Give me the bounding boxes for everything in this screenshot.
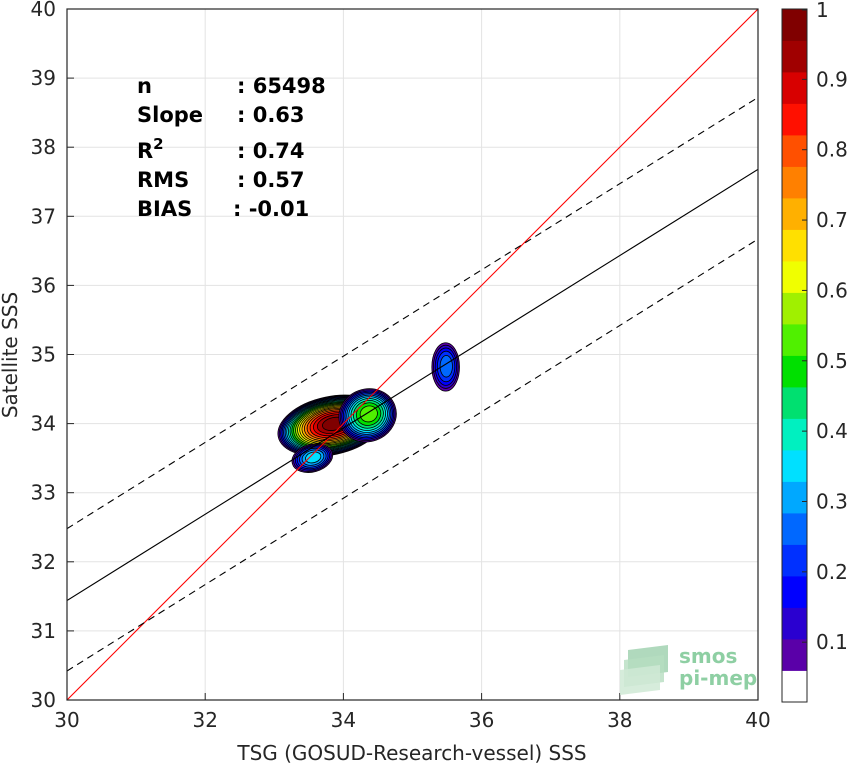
colorbar-tick-label: 0.2: [816, 560, 848, 584]
stat-value: : 0.57: [237, 168, 305, 192]
colorbar-segment: [782, 418, 807, 451]
stat-value: : -0.01: [233, 197, 309, 221]
y-tick-label: 38: [31, 135, 56, 159]
y-tick-label: 37: [31, 204, 56, 228]
colorbar-tick-label: 0.1: [816, 630, 848, 654]
stat-label: BIAS: [137, 197, 192, 221]
colorbar-tick-label: 0.5: [816, 349, 848, 373]
x-tick-label: 38: [607, 708, 632, 732]
colorbar-segment: [782, 607, 807, 640]
colorbar-tick-label: 0.9: [816, 67, 848, 91]
x-tick-label: 30: [54, 708, 79, 732]
regression-minus-offset-line: [67, 238, 758, 672]
y-tick-label: 31: [31, 619, 56, 643]
colorbar: 0.1 0.2 0.3 0.4 0.5 0.6 0.7 0.8 0.9 1: [781, 0, 848, 703]
y-tick-label: 34: [31, 412, 56, 436]
y-axis-label: Satellite SSS: [0, 292, 22, 418]
colorbar-segment: [782, 576, 807, 608]
colorbar-segment: [782, 513, 807, 545]
stat-label: n: [137, 74, 152, 98]
colorbar-frame: [781, 8, 808, 703]
stat-value: : 0.74: [237, 139, 305, 163]
colorbar-segment: [782, 544, 807, 577]
x-tick-labels: 30 32 34 36 38 40: [54, 708, 770, 732]
colorbar-segment: [782, 670, 807, 703]
regression-line: [67, 168, 758, 601]
colorbar-segment: [782, 292, 807, 325]
density-blob: [338, 388, 397, 443]
colorbar-segment: [782, 198, 807, 230]
logo-line2: pi-mep: [679, 666, 757, 690]
colorbar-segment: [782, 72, 807, 104]
x-axis-label: TSG (GOSUD-Research-vessel) SSS: [236, 741, 586, 765]
stat-superscript: 2: [153, 135, 163, 153]
colorbar-segment: [782, 481, 807, 514]
colorbar-segment: [782, 387, 807, 419]
colorbar-tick-label: 0.4: [816, 419, 848, 443]
logo-mark-icon: [620, 645, 668, 695]
plot-frame: [66, 8, 759, 701]
reference-lines: [67, 9, 758, 700]
colorbar-tick-label: 1: [816, 0, 829, 22]
y-tick-label: 32: [31, 550, 56, 574]
colorbar-segment: [782, 261, 807, 293]
x-tick-label: 36: [469, 708, 494, 732]
colorbar-tick-label: 0.6: [816, 278, 848, 302]
y-tick-label: 33: [31, 481, 56, 505]
contour-band: [305, 451, 322, 464]
y-tick-labels: 30 31 32 33 34 35 36 37 38 39 40: [31, 0, 56, 712]
colorbar-segment: [782, 229, 807, 262]
colorbar-segment: [782, 103, 807, 136]
stat-label: Slope: [137, 103, 203, 127]
y-tick-label: 35: [31, 343, 56, 367]
y-tick-label: 39: [31, 66, 56, 90]
smos-pi-mep-logo: smos pi-mep: [620, 644, 757, 695]
colorbar-segment: [782, 166, 807, 199]
y-tick-label: 40: [31, 0, 56, 21]
y-tick-label: 30: [31, 688, 56, 712]
regression-plus-offset-line: [67, 96, 758, 530]
stat-value: : 65498: [237, 74, 326, 98]
colorbar-tick-label: 0.7: [816, 208, 848, 232]
colorbar-segment: [782, 450, 807, 482]
x-tick-label: 40: [745, 708, 770, 732]
density-blob: [431, 342, 460, 392]
y-tick-label: 36: [31, 273, 56, 297]
colorbar-tick-label: 0.3: [816, 489, 848, 513]
logo-line1: smos: [679, 644, 737, 668]
stat-label: RMS: [137, 168, 189, 192]
stat-label: R2: [137, 135, 164, 163]
colorbar-segment: [782, 9, 807, 41]
colorbar-tick-label: 0.8: [816, 138, 848, 162]
colorbar-segment: [782, 639, 807, 671]
statistics-box: n : 65498 Slope : 0.63 R2 : 0.74 RMS : 0.57 BIAS…: [137, 74, 326, 221]
colorbar-segment: [782, 135, 807, 167]
stat-value: : 0.63: [237, 103, 305, 127]
identity-line: [67, 9, 758, 700]
colorbar-segment: [782, 40, 807, 73]
x-tick-label: 34: [331, 708, 356, 732]
x-tick-label: 32: [192, 708, 217, 732]
colorbar-segment: [782, 324, 807, 356]
contour-band: [439, 355, 453, 378]
